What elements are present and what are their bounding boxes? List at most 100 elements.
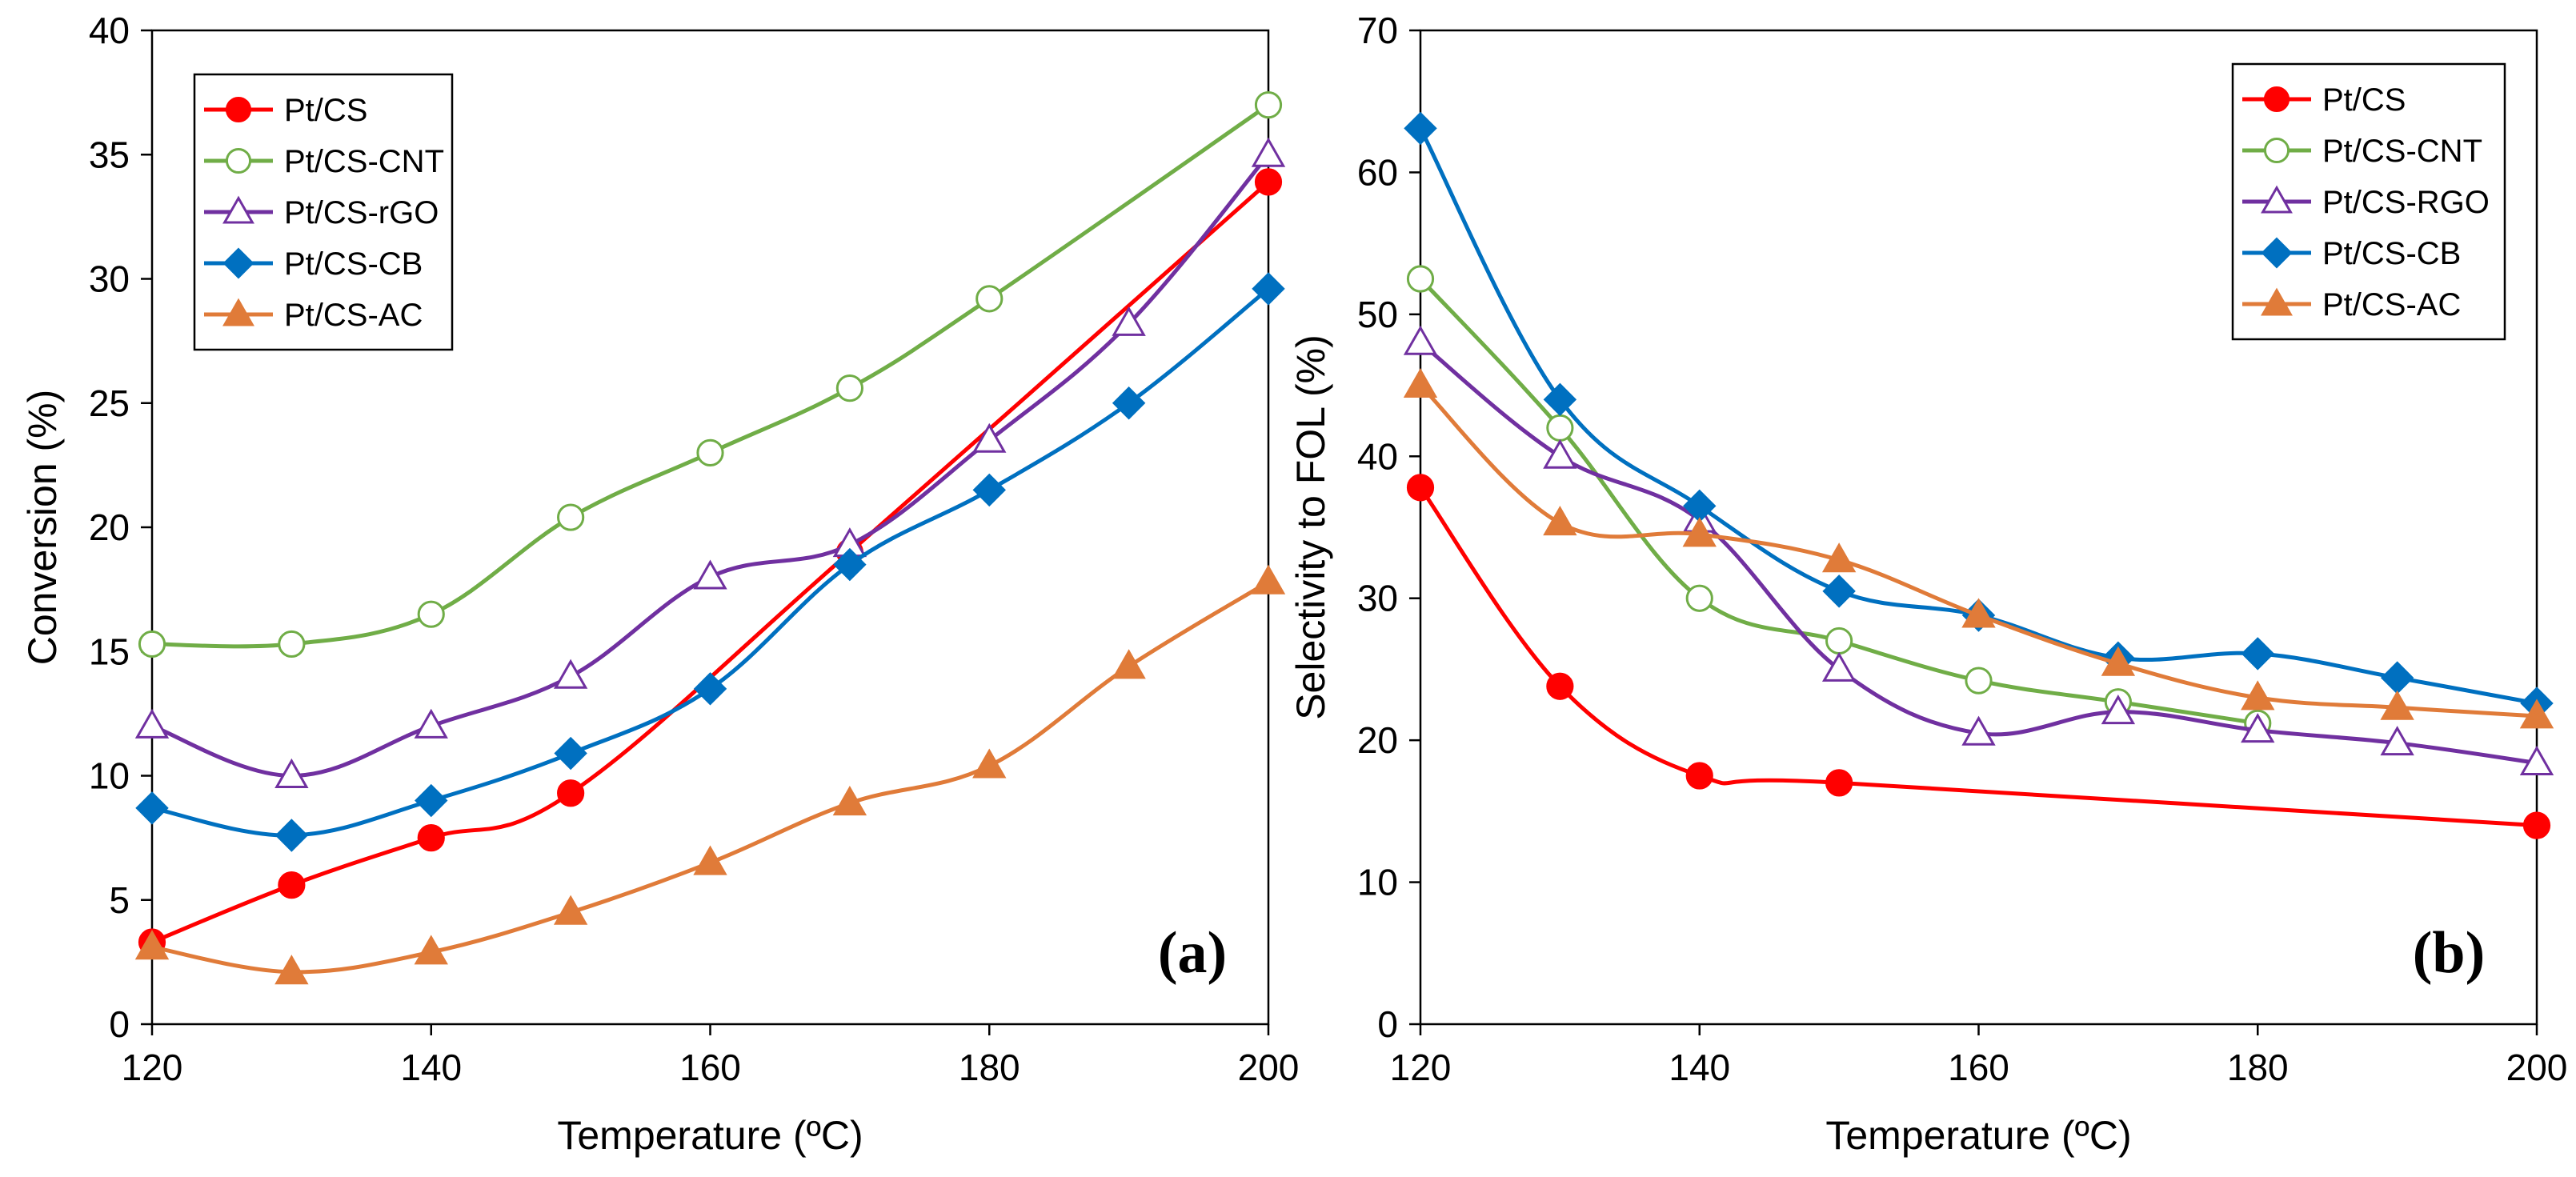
panel-b-legend-entry-pt-cs-label: Pt/CS [2322, 82, 2406, 118]
panel-b-legend-entry-pt-cs-cnt: Pt/CS-CNT [2242, 134, 2482, 169]
panel-b-x-tick-label: 160 [1948, 1047, 2009, 1088]
panel-a-legend-entry-pt-cs-label: Pt/CS [284, 93, 367, 128]
panel-a-series-pt-cs-rgo-point [972, 422, 1007, 453]
panel-b-series-pt-cs-ac-point [1682, 517, 1717, 547]
panel-a-x-tick-label: 120 [122, 1047, 183, 1088]
panel-a-legend-entry-pt-cs-rgo: Pt/CS-rGO [204, 195, 439, 230]
panel-b-series-pt-cs-cnt-point [1685, 584, 1713, 612]
panel-b-series-pt-cs-cb-point [2241, 637, 2274, 671]
panel-a-series-pt-cs-ac-point [134, 930, 170, 960]
panel-b-x-tick-label: 120 [1390, 1047, 1452, 1088]
panel-b-legend-entry-pt-cs-rgo: Pt/CS-RGO [2242, 185, 2490, 220]
panel-b-x-axis-title: Temperature (ºC) [1825, 1113, 2131, 1158]
panel-b-series-pt-cs-ac-point [1403, 367, 1438, 398]
panel-a-series-pt-cs-point [278, 871, 306, 899]
panel-b-series-pt-cs-point [1825, 769, 1853, 797]
panel-a-series-pt-cs-cb-point [1112, 386, 1146, 420]
panel-b-series-pt-cs-rgo-point [1543, 438, 1577, 469]
panel-a-series-pt-cs-ac-point [972, 748, 1007, 779]
panel-a-series-pt-cs-cnt-point [835, 374, 863, 402]
panel-a-series-pt-cs-ac-point [274, 955, 309, 985]
panel-a-y-axis-title: Conversion (%) [20, 390, 65, 666]
panel-b-legend-entry-pt-cs-cb-label: Pt/CS-CB [2322, 236, 2461, 271]
panel-a-series-pt-cs-cnt-point [976, 285, 1004, 313]
panel-a-y-tick-label: 0 [109, 1003, 130, 1045]
panel-b-series-pt-cs-point [1685, 762, 1713, 790]
panel-b-y-tick-label: 30 [1357, 578, 1398, 619]
panel-b-series-pt-cs-cnt-point [1406, 265, 1435, 293]
panel-a-y-tick-label: 40 [89, 10, 130, 51]
panel-b-chart: 0 10 20 30 40 50 60 70 120 140 160 180 200 Temperatur… [1288, 10, 2567, 1158]
panel-b-series-pt-cs-rgo-point [1403, 325, 1438, 355]
panel-a-series-pt-cs-ac-point [553, 895, 588, 925]
panel-b-legend-entry-pt-cs-rgo-label: Pt/CS-RGO [2322, 185, 2490, 220]
panel-a-legend-entry-pt-cs-cb-marker [222, 247, 254, 279]
panel-b-legend-entry-pt-cs-cb-marker [2261, 237, 2293, 269]
panel-a-series-pt-cs-cnt-point [417, 600, 445, 628]
panel-a-series-pt-cs-rgo-line [150, 152, 1271, 778]
panel-a-y-tick-label: 30 [89, 258, 130, 300]
panel-b-series-pt-cs-cb-point [1822, 574, 1856, 608]
panel-a-series-pt-cs-ac-point [1112, 649, 1146, 679]
panel-a-series-pt-cs-ac-point [693, 845, 727, 875]
panel-a-legend-entry-pt-cs-rgo-marker [222, 195, 254, 224]
panel-b-series-pt-cs-cb-point [1543, 382, 1577, 417]
panel-b-series-pt-cs-cnt-point [1965, 667, 1993, 695]
panel-b-series-pt-cs-ac-point [2380, 690, 2414, 720]
panel-a-series-pt-cs-rgo-point [1251, 137, 1286, 167]
panel-a-y-tick-label: 10 [89, 755, 130, 797]
panel-b-y-tick-label: 50 [1357, 294, 1398, 335]
panel-a-legend-entry-pt-cs-ac-marker [222, 298, 254, 326]
panel-b-y-tick-label: 10 [1357, 862, 1398, 903]
panel-a-series-pt-cs-point [557, 779, 585, 807]
panel-a-x-tick-label: 180 [959, 1047, 1020, 1088]
panel-b-y-tick-label: 0 [1377, 1003, 1398, 1045]
panel-b-legend-entry-pt-cs-cnt-marker [2263, 137, 2290, 164]
panel-a-x-tick-label: 200 [1238, 1047, 1300, 1088]
panel-b-x-tick-label: 180 [2227, 1047, 2289, 1088]
panel-a-series-pt-cs-cb-line [150, 286, 1271, 838]
panel-a-series-pt-cs-cnt-point [696, 438, 724, 466]
panel-b-series-pt-cs-line [1418, 485, 2539, 828]
panel-a-series-pt-cs-rgo-point [414, 708, 448, 739]
panel-b-legend-entry-pt-cs-ac-label: Pt/CS-AC [2322, 287, 2461, 322]
panel-a-series-pt-cs-rgo-point [134, 708, 170, 739]
panel-a-series-pt-cs-point [1254, 168, 1283, 196]
panel-a-y-tick-label: 35 [89, 134, 130, 175]
panel-a-series-pt-cs-cnt-line [150, 102, 1271, 649]
panel-b-legend-entry-pt-cs-cnt-label: Pt/CS-CNT [2322, 134, 2482, 169]
panel-a-legend-entry-pt-cs: Pt/CS [204, 93, 367, 128]
panel-b-y-tick-label: 60 [1357, 151, 1398, 193]
panel-a-legend-entry-pt-cs-cnt-marker [225, 147, 252, 174]
panel-b-x-tick-label: 140 [1669, 1047, 1730, 1088]
panel-b-series-pt-cs-cnt-point [1825, 627, 1853, 655]
panel-a-series-pt-cs-ac-point [1251, 564, 1286, 595]
panel-a-x-tick-label: 140 [400, 1047, 462, 1088]
panel-a-series-pt-cs-rgo-point [274, 758, 309, 788]
panel-b-series-pt-cs-rgo-point [1821, 651, 1857, 682]
panel-b-series-pt-cs-cnt-point [1546, 414, 1574, 442]
panel-b-y-tick-label: 70 [1357, 10, 1398, 51]
panel-b-series-pt-cs-ac [1403, 367, 2554, 729]
panel-b-series-pt-cs-point [1546, 672, 1574, 700]
panel-a-series-pt-cs-cb-point [274, 819, 309, 852]
panel-a-series-pt-cs-ac-point [414, 935, 448, 965]
panel-a-series-pt-cs-cb-point [972, 473, 1006, 507]
panel-a-chart: 0 5 10 15 20 25 30 35 40 120 140 160 180 200 Temperatu… [20, 10, 1299, 1158]
panel-b-series-pt-cs-point [1406, 474, 1435, 502]
panel-b-label: (b) [2413, 920, 2485, 986]
panel-b-series-pt-cs-ac-point [1821, 542, 1857, 573]
panel-b-legend-entry-pt-cs-ac: Pt/CS-AC [2242, 287, 2461, 322]
panel-a-series-pt-cs-cb-point [693, 672, 727, 706]
panel-a-series-pt-cs-cnt-point [1254, 91, 1283, 119]
panel-b-legend-entry-pt-cs-cb: Pt/CS-CB [2242, 236, 2461, 271]
panel-b-series-pt-cs-ac-point [1961, 598, 1996, 628]
panel-b-series-pt-cs-ac-point [2241, 680, 2275, 711]
panel-b-series-pt-cs-cb-point [1404, 111, 1437, 146]
panel-a-legend-entry-pt-cs-ac: Pt/CS-AC [204, 298, 423, 333]
panel-a-series-pt-cs-point [417, 824, 445, 852]
panel-a-y-tick-label: 5 [109, 879, 130, 921]
panel-b-series-pt-cs-rgo-point [2241, 713, 2275, 743]
